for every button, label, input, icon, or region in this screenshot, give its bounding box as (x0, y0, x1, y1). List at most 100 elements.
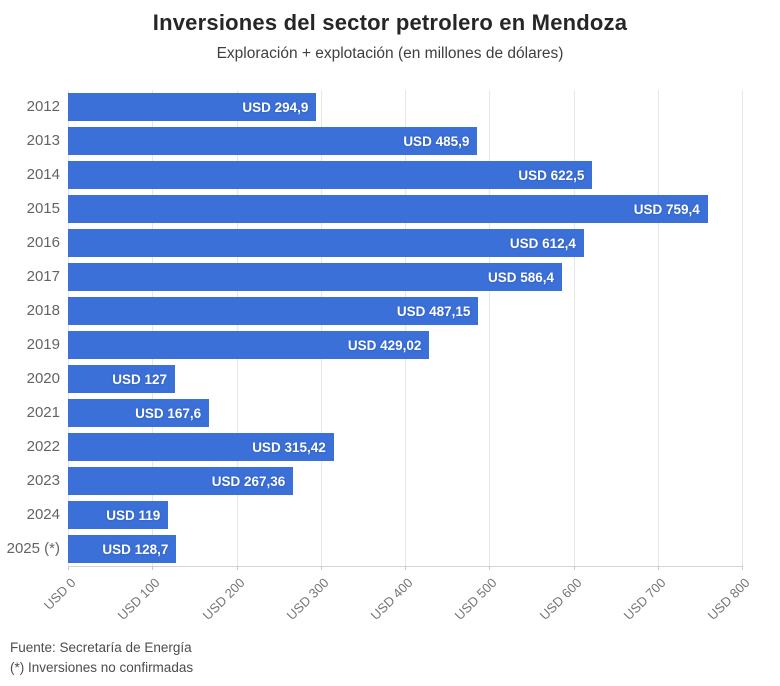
bar: USD 429,02 (68, 331, 430, 359)
bar: USD 612,4 (68, 229, 584, 257)
x-tick-label: USD 200 (199, 575, 248, 623)
chart-row: 2022 USD 315,42 (0, 430, 742, 464)
rows-layer: 2012 USD 294,9 2013 USD 485,9 2014 USD 622,5 2… (0, 90, 742, 566)
bar: USD 586,4 (68, 263, 563, 291)
chart-row: 2016 USD 612,4 (0, 226, 742, 260)
gridline (657, 90, 659, 566)
bar-value-label: USD 759,4 (633, 201, 700, 217)
gridline (68, 90, 69, 566)
x-tick-label: USD 700 (620, 575, 669, 623)
bar-value-label: USD 315,42 (252, 439, 326, 455)
footnote: (*) Inversiones no confirmadas (10, 660, 194, 675)
chart-row: 2017 USD 586,4 (0, 260, 742, 294)
bar: USD 622,5 (68, 161, 593, 189)
chart-row: 2023 USD 267,36 (0, 464, 742, 498)
bar: USD 167,6 (68, 399, 210, 427)
bar-track: USD 119 (68, 501, 742, 529)
category-label: 2021 (26, 404, 60, 421)
gridline (152, 90, 154, 566)
bar-value-label: USD 119 (106, 507, 161, 523)
category-label: 2012 (26, 98, 60, 115)
bar: USD 119 (68, 501, 169, 529)
bar-value-label: USD 127 (112, 371, 167, 387)
x-tick-mark (657, 566, 659, 570)
gridline (236, 90, 238, 566)
category-label: 2024 (26, 506, 60, 523)
chart-row: 2018 USD 487,15 (0, 294, 742, 328)
chart-row: 2025 (*) USD 128,7 (0, 532, 742, 566)
category-label: 2016 (26, 234, 60, 251)
category-label: 2023 (26, 472, 60, 489)
x-tick-mark (573, 566, 575, 570)
category-label: 2020 (26, 370, 60, 387)
bar-track: USD 586,4 (68, 263, 742, 291)
x-tick-mark (405, 566, 406, 570)
x-tick-label: USD 600 (536, 575, 585, 623)
bar-track: USD 167,6 (68, 399, 742, 427)
bar-track: USD 127 (68, 365, 742, 393)
bar-track: USD 622,5 (68, 161, 742, 189)
chart-row: 2019 USD 429,02 (0, 328, 742, 362)
bar-value-label: USD 294,9 (242, 99, 309, 115)
chart-subtitle: Exploración + explotación (en millones d… (216, 45, 564, 62)
bar: USD 267,36 (68, 467, 294, 495)
category-label: 2017 (26, 268, 60, 285)
bar: USD 487,15 (68, 297, 479, 325)
gridline (489, 90, 491, 566)
chart-footer: Fuente: Secretaría de Energía (*) Invers… (10, 638, 193, 678)
x-tick-mark (489, 566, 491, 570)
category-label: 2013 (26, 132, 60, 149)
bar-track: USD 429,02 (68, 331, 742, 359)
x-tick-mark (742, 566, 743, 570)
bar: USD 127 (68, 365, 175, 393)
chart-row: 2015 USD 759,4 (0, 192, 742, 226)
x-tick-mark (320, 566, 322, 570)
bar-value-label: USD 429,02 (347, 337, 422, 353)
chart-row: 2024 USD 119 (0, 498, 742, 532)
category-label: 2019 (26, 336, 60, 353)
chart-row: 2012 USD 294,9 (0, 90, 742, 124)
x-tick-label: USD 0 (40, 575, 79, 613)
bar-value-label: USD 622,5 (518, 167, 585, 183)
category-label: 2014 (26, 166, 60, 183)
bar-value-label: USD 487,15 (396, 303, 471, 319)
bar-track: USD 612,4 (68, 229, 742, 257)
bar-track: USD 759,4 (68, 195, 742, 223)
bar-track: USD 487,15 (68, 297, 742, 325)
chart-row: 2013 USD 485,9 (0, 124, 742, 158)
x-tick-label: USD 300 (283, 575, 332, 623)
bar-value-label: USD 612,4 (509, 235, 576, 251)
category-label: 2022 (26, 438, 60, 455)
bar: USD 128,7 (68, 535, 177, 563)
x-tick-label: USD 500 (451, 575, 500, 623)
x-tick-mark (236, 566, 238, 570)
bar-value-label: USD 167,6 (135, 405, 202, 421)
category-label: 2018 (26, 302, 60, 319)
bar: USD 485,9 (68, 127, 478, 155)
gridline (573, 90, 575, 566)
category-label: 2025 (*) (6, 540, 60, 557)
bar: USD 315,42 (68, 433, 334, 461)
bar: USD 294,9 (68, 93, 317, 121)
gridline (320, 90, 322, 566)
grid-layer (68, 90, 743, 566)
bar-value-label: USD 485,9 (403, 133, 470, 149)
chart-row: 2021 USD 167,6 (0, 396, 742, 430)
gridline (742, 90, 743, 566)
bar: USD 759,4 (68, 195, 708, 223)
x-tick-label: USD 400 (367, 575, 416, 623)
gridline (405, 90, 406, 566)
source-note: Fuente: Secretaría de Energía (10, 640, 192, 655)
category-label: 2015 (26, 200, 60, 217)
bar-track: USD 315,42 (68, 433, 742, 461)
bar-value-label: USD 586,4 (487, 269, 555, 285)
x-tick-mark (152, 566, 154, 570)
chart-row: 2020 USD 127 (0, 362, 742, 396)
x-tick-label: USD 100 (114, 575, 163, 623)
chart-row: 2014 USD 622,5 (0, 158, 742, 192)
x-tick-mark (68, 566, 69, 570)
bar-track: USD 294,9 (68, 93, 742, 121)
x-tick-label: USD 800 (704, 575, 753, 623)
